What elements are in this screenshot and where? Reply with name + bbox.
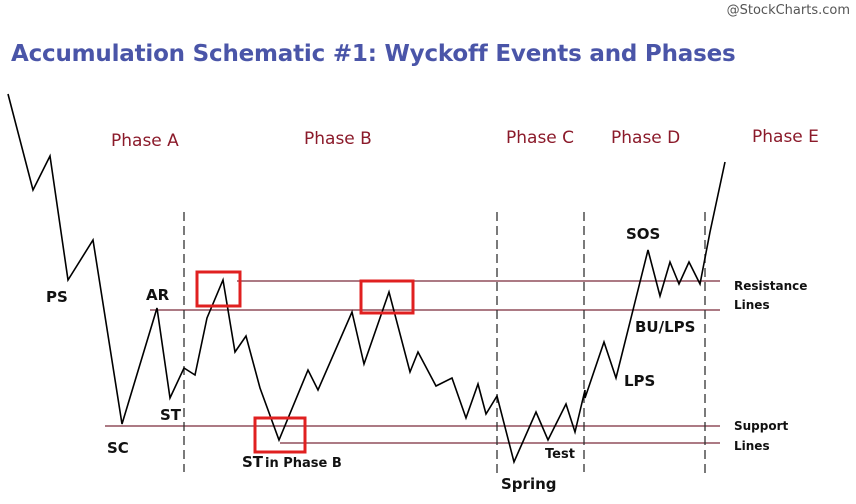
phase-label-d: Phase D — [611, 128, 680, 148]
resistance-lines-label-2: Lines — [734, 298, 770, 312]
phase-label-a: Phase A — [111, 131, 179, 151]
event-label-sc: SC — [107, 439, 129, 457]
phase-label-b: Phase B — [304, 129, 372, 149]
event-label-test: Test — [545, 447, 575, 462]
event-label-in-phase-b: in Phase B — [265, 456, 342, 471]
event-label-st: ST — [160, 406, 182, 424]
event-label-ar: AR — [146, 286, 170, 304]
highlight-box-st-phase-b — [253, 416, 307, 454]
stockcharts-credit: @StockCharts.com — [726, 3, 850, 18]
phase-label-e: Phase E — [752, 127, 819, 147]
diagram-title: Accumulation Schematic #1: Wyckoff Event… — [11, 41, 736, 67]
highlight-box-phase-b-high — [359, 279, 415, 315]
event-label-bu-lps: BU/LPS — [635, 318, 695, 336]
event-label-sos: SOS — [626, 225, 660, 243]
event-label-ps: PS — [46, 288, 68, 306]
event-label-st-phase-b: ST — [242, 453, 264, 471]
support-lines-label-1: Support — [734, 419, 789, 433]
phase-label-c: Phase C — [506, 128, 574, 148]
event-label-spring: Spring — [501, 475, 557, 493]
highlight-box-ar-retest — [195, 270, 242, 308]
support-lines-label-2: Lines — [734, 439, 770, 453]
resistance-lines-label-1: Resistance — [734, 279, 807, 293]
event-label-lps: LPS — [624, 372, 655, 390]
price-path — [7, 93, 726, 465]
